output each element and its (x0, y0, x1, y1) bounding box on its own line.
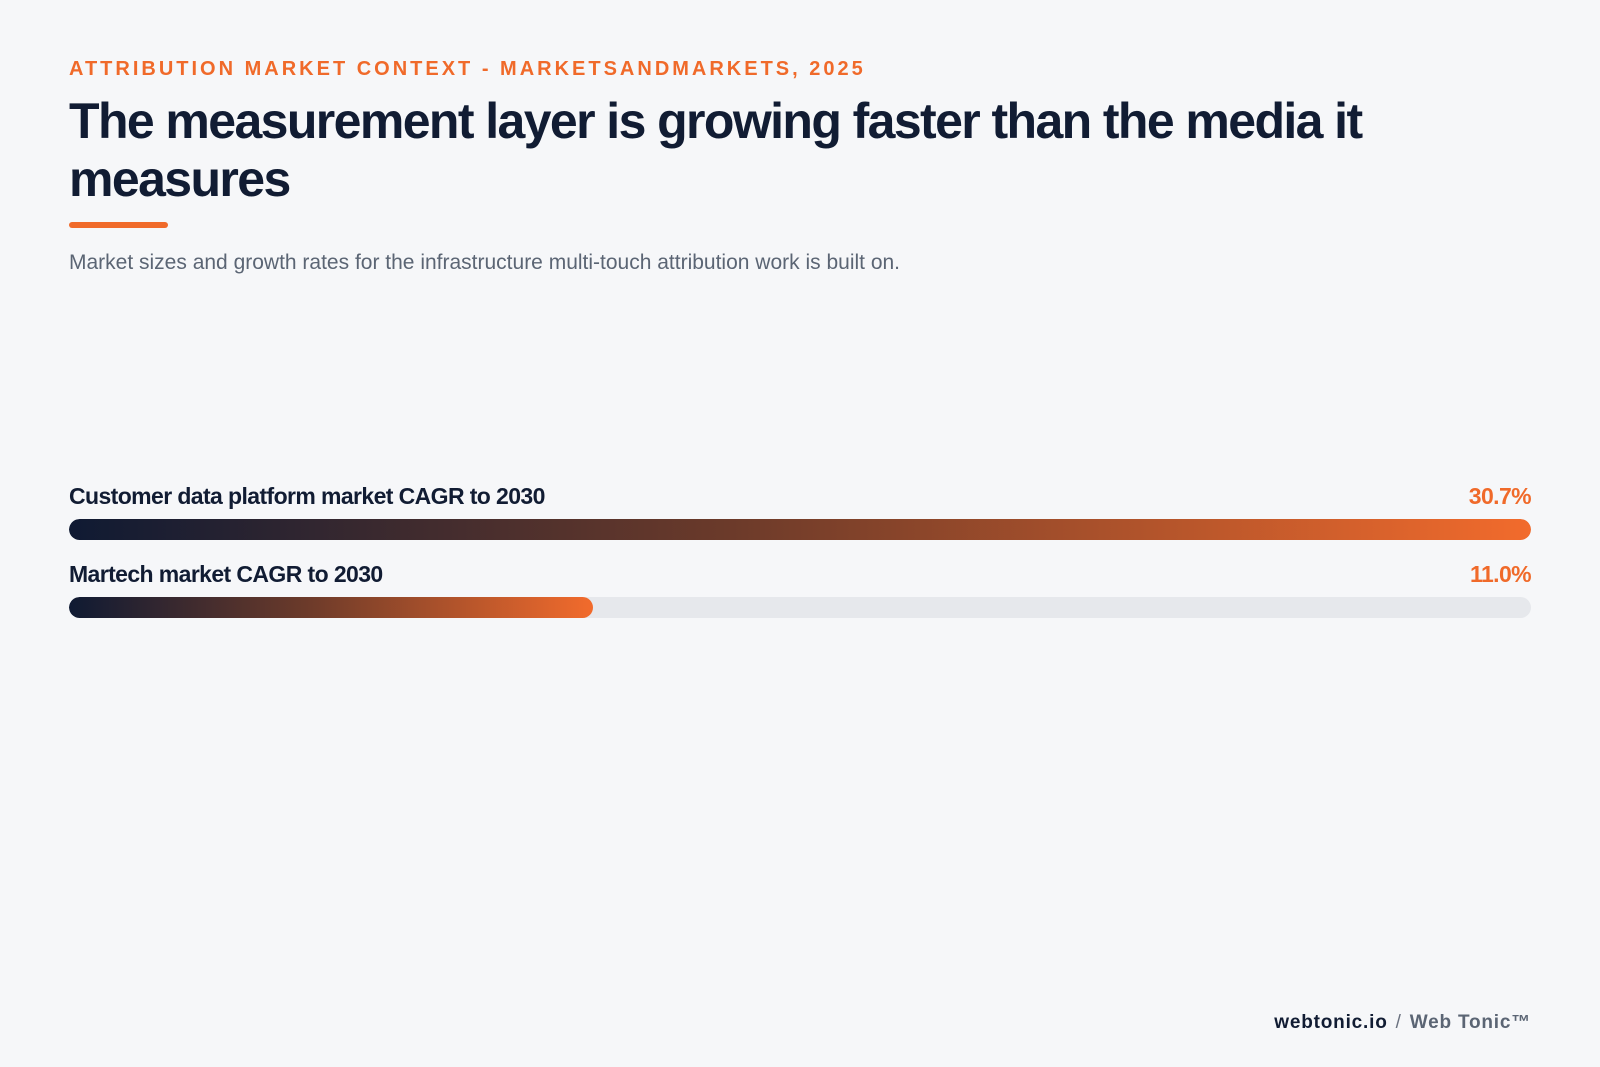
footer-separator: / (1395, 1012, 1402, 1033)
eyebrow-label: ATTRIBUTION MARKET CONTEXT - MARKETSANDM… (69, 58, 866, 80)
page-title: The measurement layer is growing faster … (69, 93, 1363, 207)
bar-row: Customer data platform market CAGR to 20… (69, 476, 1532, 554)
footer-domain-link[interactable]: webtonic.io (1274, 1012, 1388, 1033)
footer-brand: Web Tonic™ (1409, 1012, 1531, 1033)
bar-track (69, 519, 1531, 540)
bar-label: Martech market CAGR to 2030 (69, 561, 383, 587)
bar-fill (69, 519, 1531, 540)
bar-value-label: 30.7% (1468, 483, 1532, 509)
bar-value-label: 11.0% (1470, 561, 1532, 587)
bar-chart: Customer data platform market CAGR to 20… (69, 476, 1532, 632)
bar-row: Martech market CAGR to 2030 11.0% (69, 554, 1532, 632)
title-accent-rule (69, 222, 168, 228)
page-subtitle: Market sizes and growth rates for the in… (69, 251, 901, 274)
bar-track (69, 597, 1531, 618)
footer-credit: webtonic.io / Web Tonic™ (1274, 1012, 1531, 1034)
bar-fill (69, 597, 593, 618)
bar-label: Customer data platform market CAGR to 20… (69, 483, 545, 509)
